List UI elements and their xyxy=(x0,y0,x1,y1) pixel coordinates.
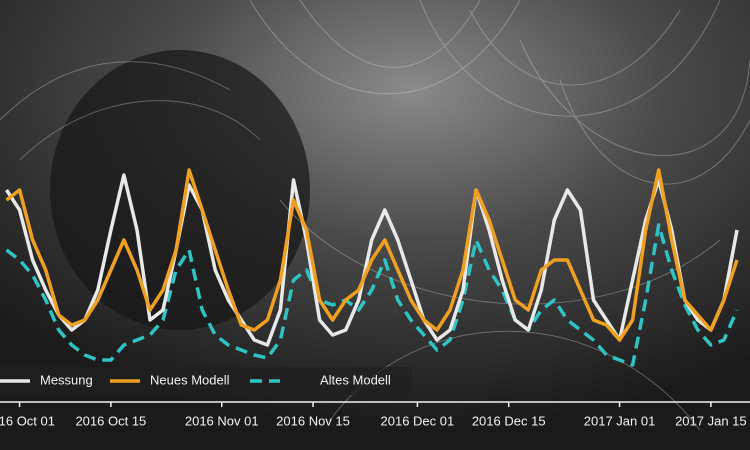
series-line xyxy=(5,168,739,342)
legend-label: Neues Modell xyxy=(150,372,230,387)
x-tick-label: 2016 Dec 15 xyxy=(472,413,546,428)
x-tick-label: 2016 Oct 01 xyxy=(0,413,55,428)
coronal-hole xyxy=(50,50,310,330)
legend-label: Altes Modell xyxy=(320,372,391,387)
field-lines xyxy=(0,0,750,431)
series-line xyxy=(5,223,739,367)
x-tick-label: 2017 Jan 01 xyxy=(584,413,656,428)
x-tick-label: 2016 Dec 01 xyxy=(381,413,455,428)
x-tick-label: 2016 Oct 15 xyxy=(75,413,146,428)
x-tick-label: 2017 Jan 15 xyxy=(675,413,747,428)
legend-box xyxy=(0,367,412,395)
x-tick-label: 2016 Nov 15 xyxy=(276,413,350,428)
x-tick-label: 2016 Nov 01 xyxy=(185,413,259,428)
legend-label: Messung xyxy=(40,372,93,387)
